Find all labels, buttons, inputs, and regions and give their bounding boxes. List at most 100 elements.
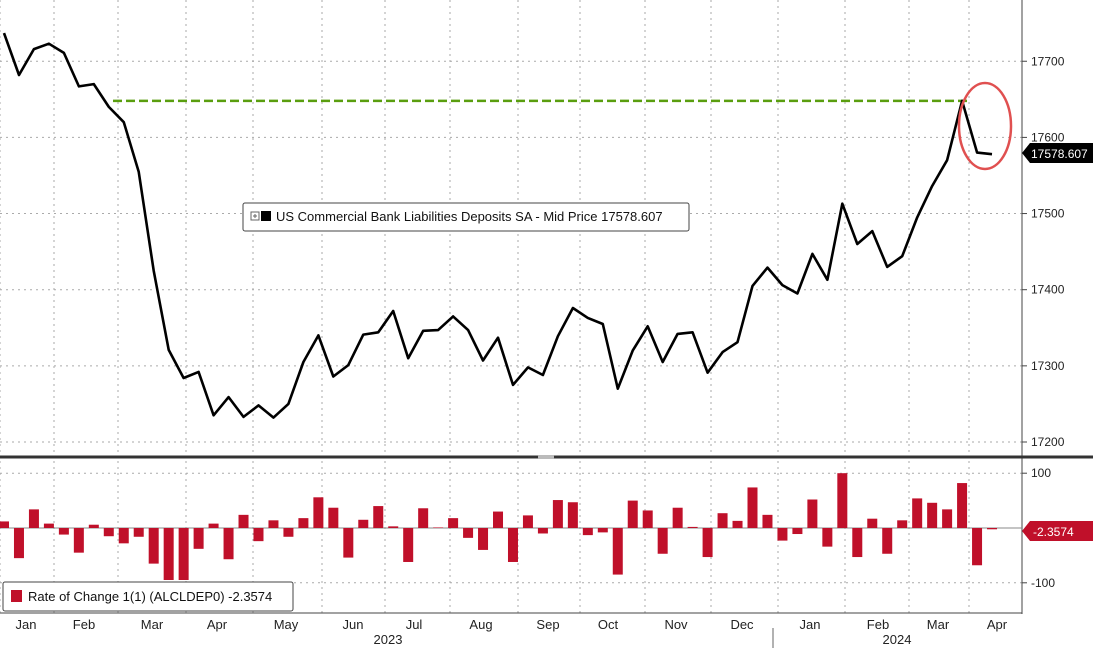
roc-bar — [193, 528, 204, 549]
roc-bar — [837, 473, 848, 528]
roc-bar — [118, 528, 129, 544]
x-month-label: Mar — [927, 617, 950, 632]
roc-bar — [657, 528, 668, 554]
roc-bar — [433, 527, 444, 528]
x-month-label: May — [274, 617, 299, 632]
x-month-label: Dec — [730, 617, 754, 632]
roc-bar — [28, 509, 39, 528]
roc-bar — [582, 528, 593, 536]
roc-y-ticks: 100 -100 — [1022, 466, 1055, 590]
roc-tick-label: -100 — [1031, 576, 1055, 590]
roc-bar — [403, 528, 414, 562]
roc-legend-label: Rate of Change 1(1) (ALCLDEP0) -2.3574 — [28, 589, 272, 604]
x-month-label: Jul — [406, 617, 423, 632]
roc-bar — [373, 506, 384, 528]
y-tick-label: 17400 — [1031, 283, 1065, 297]
roc-bar — [702, 528, 713, 558]
roc-bar — [807, 499, 818, 528]
x-axis-month-labels: Jan Feb Mar Apr May Jun Jul Aug Sep Oct Nov Dec Jan F… — [16, 617, 1008, 632]
x-month-label: Apr — [207, 617, 228, 632]
roc-bar — [687, 526, 698, 528]
main-last-value: 17578.607 — [1031, 147, 1088, 161]
roc-bar — [597, 528, 608, 533]
roc-bar — [957, 483, 968, 528]
year-label-2024: 2024 — [883, 632, 912, 647]
x-month-label: Jan — [800, 617, 821, 632]
roc-bar — [328, 507, 339, 528]
roc-bar — [418, 508, 429, 528]
roc-bar — [672, 507, 683, 528]
roc-bar — [103, 528, 114, 537]
legend-swatch-red — [11, 590, 22, 602]
x-month-label: Oct — [598, 617, 619, 632]
roc-bar — [522, 515, 533, 528]
roc-bar — [343, 528, 354, 558]
roc-bar — [867, 518, 878, 528]
y-tick-label: 17600 — [1031, 130, 1065, 144]
roc-bar — [133, 528, 144, 537]
roc-bar — [627, 500, 638, 528]
deposits-series-line — [2, 32, 993, 419]
roc-bar — [747, 487, 758, 528]
roc-bar — [223, 528, 234, 560]
roc-bar — [507, 528, 518, 562]
roc-bar — [388, 526, 399, 528]
roc-bar — [552, 500, 563, 528]
main-legend[interactable]: US Commercial Bank Liabilities Deposits … — [242, 202, 690, 232]
main-legend-label: US Commercial Bank Liabilities Deposits … — [276, 209, 663, 224]
roc-bar — [148, 528, 159, 564]
roc-bar — [822, 528, 833, 547]
y-tick-label: 17700 — [1031, 54, 1065, 68]
roc-bar — [73, 528, 84, 553]
roc-bar — [732, 520, 743, 528]
roc-bars — [0, 473, 998, 580]
roc-bar — [238, 514, 249, 528]
roc-bar — [972, 528, 983, 566]
roc-bar — [253, 528, 264, 542]
roc-bar — [358, 519, 369, 528]
roc-bar — [642, 510, 653, 528]
roc-bar — [88, 524, 99, 528]
roc-bar — [13, 528, 24, 559]
roc-bar — [0, 521, 9, 528]
x-month-label: Apr — [987, 617, 1008, 632]
roc-bar — [987, 528, 998, 530]
roc-tick-label: 100 — [1031, 466, 1051, 480]
roc-bar — [882, 528, 893, 554]
roc-bar — [792, 528, 803, 535]
roc-bar — [537, 528, 548, 534]
x-month-label: Mar — [141, 617, 164, 632]
main-y-ticks: 17200 17300 17400 17500 17600 17700 — [1022, 54, 1065, 449]
roc-bar — [912, 498, 923, 528]
roc-bar — [493, 511, 504, 528]
year-label-2023: 2023 — [374, 632, 403, 647]
highlight-circle — [957, 81, 1013, 171]
legend-swatch-black — [261, 211, 271, 221]
roc-bar — [58, 528, 69, 535]
x-month-label: Jun — [343, 617, 364, 632]
roc-bar — [927, 502, 938, 528]
roc-legend[interactable]: Rate of Change 1(1) (ALCLDEP0) -2.3574 — [2, 581, 294, 612]
x-month-label: Feb — [73, 617, 95, 632]
y-tick-label: 17500 — [1031, 207, 1065, 221]
roc-bar — [298, 518, 309, 528]
roc-bar — [463, 528, 474, 538]
x-month-label: Nov — [664, 617, 688, 632]
roc-bar — [313, 497, 324, 528]
divider-handle[interactable] — [538, 455, 554, 459]
roc-bar — [268, 520, 279, 528]
roc-last-value-tag: -2.3574 — [1022, 521, 1093, 541]
roc-bar — [897, 520, 908, 528]
roc-bar — [478, 528, 489, 550]
roc-bar — [448, 518, 459, 528]
y-tick-label: 17300 — [1031, 359, 1065, 373]
y-tick-label: 17200 — [1031, 435, 1065, 449]
roc-bar — [942, 509, 953, 528]
main-last-value-tag: 17578.607 — [1022, 143, 1093, 163]
x-month-label: Sep — [536, 617, 559, 632]
roc-bar — [283, 528, 294, 537]
roc-bar — [43, 523, 54, 528]
roc-bar — [178, 528, 189, 580]
roc-bar — [612, 528, 623, 575]
